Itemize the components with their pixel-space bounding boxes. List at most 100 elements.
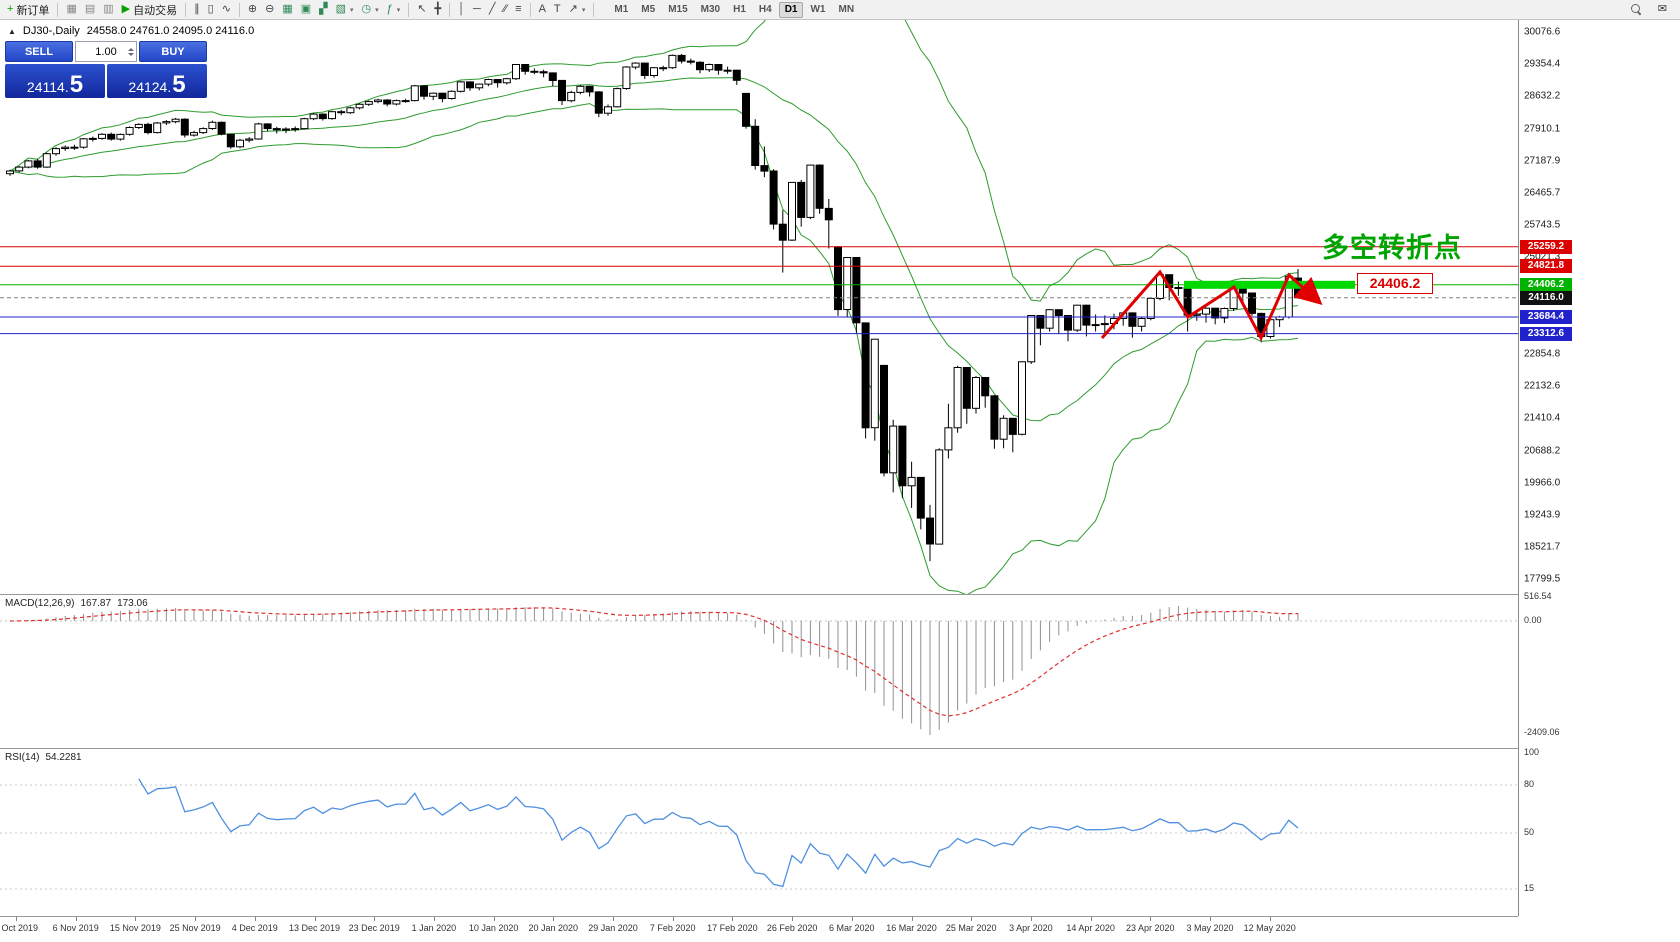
market-watch-icon: ▦: [66, 3, 77, 15]
new-chart-button[interactable]: ▧ ▾: [332, 1, 358, 19]
time-axis-label: 16 Mar 2020: [886, 923, 937, 933]
indicators-icon: ƒ: [386, 3, 393, 15]
collapse-one-click-icon[interactable]: ▲: [8, 26, 16, 36]
price-axis-label: 27910.1: [1524, 123, 1561, 135]
indicators-button[interactable]: ƒ ▾: [383, 1, 405, 19]
text-button[interactable]: A: [535, 1, 550, 19]
equidistant-channel-button[interactable]: ∕∕: [499, 1, 511, 19]
price-level-badge: 24116.0: [1520, 290, 1572, 305]
price-axis-label: 19243.9: [1524, 509, 1561, 521]
cursor-button[interactable]: ↖: [413, 1, 430, 19]
horizontal-line-icon: ─: [473, 3, 481, 15]
arrows-button[interactable]: ↗ ▾: [565, 1, 590, 19]
search-button[interactable]: [1627, 1, 1646, 19]
time-axis-tick: [195, 917, 197, 921]
volume-spinner-arrows[interactable]: [128, 45, 134, 59]
zoom-out-button[interactable]: ⊖: [261, 1, 278, 19]
timeframe-m15-button[interactable]: M15: [668, 4, 688, 15]
time-axis-label: 7 Feb 2020: [649, 923, 696, 933]
timeframe-h1-button[interactable]: H1: [733, 4, 746, 15]
rsi-axis-label: 15: [1524, 883, 1535, 893]
search-icon: [1630, 4, 1642, 15]
timeframe-mn-button[interactable]: MN: [838, 4, 855, 15]
buy-button[interactable]: BUY: [139, 41, 207, 62]
rsi-pane[interactable]: [0, 748, 1518, 916]
sell-button[interactable]: SELL: [5, 41, 73, 62]
timeframe-m1-button[interactable]: M1: [614, 4, 629, 15]
toolbar-right: ✉: [1627, 1, 1677, 19]
macd-pane[interactable]: [0, 594, 1518, 748]
price-axis-label: 25743.5: [1524, 219, 1561, 231]
terminal-button[interactable]: ▥: [99, 1, 117, 19]
main-chart-pane[interactable]: [0, 20, 1518, 594]
time-axis-tick: [433, 917, 435, 921]
bar-chart-button[interactable]: ∥: [190, 1, 204, 19]
macd-main-value: 167.87: [80, 598, 112, 609]
vertical-line-button[interactable]: │: [454, 1, 469, 19]
tile-windows-icon: ▦: [282, 3, 293, 15]
equidistant-channel-icon: ∕∕: [503, 3, 508, 15]
time-axis[interactable]: 8 Oct 2019 6 Nov 2019 15 Nov 2019 25 Nov 20…: [0, 916, 1518, 942]
data-window-button[interactable]: ▤: [81, 1, 99, 19]
time-axis-label: 15 Nov 2019: [109, 923, 161, 933]
price-axis-label: 27187.9: [1524, 155, 1561, 167]
time-axis-tick: [16, 917, 17, 921]
rsi-axis-label: 50: [1524, 827, 1535, 837]
macd-name: MACD(12,26,9): [5, 598, 75, 609]
arrows-dropdown-icon: ▾: [581, 6, 586, 14]
time-axis-label: 13 Dec 2019: [288, 923, 341, 933]
time-axis-tick: [493, 917, 495, 921]
timeframe-bar: M1 M5 M15 M30 H1 H4 D1 W1 MN: [608, 1, 860, 18]
macd-axis-label: 0.00: [1524, 615, 1542, 625]
zoom-out-icon: ⊖: [265, 3, 275, 15]
time-axis-tick: [613, 917, 614, 921]
crosshair-icon: ╋: [434, 3, 442, 15]
arrange-windows-button[interactable]: ▞: [315, 1, 331, 19]
fibonacci-button[interactable]: ≡: [511, 1, 525, 19]
macd-signal-value: 173.06: [117, 598, 148, 609]
cascade-windows-button[interactable]: ▣: [297, 1, 315, 19]
candlestick-chart-icon: ▯: [207, 3, 214, 15]
toolbar-separator: [593, 2, 595, 17]
rsi-axis-label: 100: [1524, 747, 1540, 757]
line-chart-button[interactable]: ∿: [218, 1, 235, 19]
time-axis-tick: [732, 917, 734, 921]
periods-dropdown-icon: ▾: [375, 6, 379, 14]
text-label-button[interactable]: T: [550, 1, 565, 19]
time-axis-tick: [851, 917, 853, 921]
timeframe-m30-button[interactable]: M30: [700, 4, 721, 15]
time-axis-tick: [374, 917, 376, 921]
cascade-windows-icon: ▣: [300, 3, 312, 15]
buy-price[interactable]: 24124. 5: [107, 64, 207, 98]
time-axis-tick: [254, 917, 256, 921]
volume-stepper[interactable]: 1.00: [75, 41, 137, 62]
bull-bear-turning-point-annotation: 多空转折点: [1322, 233, 1462, 263]
zoom-in-button[interactable]: ⊕: [244, 1, 261, 19]
crosshair-button[interactable]: ╋: [431, 1, 446, 19]
timeframe-m5-button[interactable]: M5: [641, 4, 656, 15]
timeframe-h4-button[interactable]: H4: [758, 4, 772, 15]
zoom-in-icon: ⊕: [247, 3, 258, 15]
price-axis[interactable]: 30076.6 29354.4 28632.2 27910.1 27187.9 26465…: [1518, 20, 1680, 916]
one-click-trading-panel: SELL 1.00 BUY 24114. 5 24124. 5: [5, 41, 207, 98]
price-level-badge: 25259.2: [1520, 239, 1572, 254]
price-axis-label: 29354.4: [1524, 58, 1561, 70]
chart-title: ▲ DJ30-,Daily 24558.0 24761.0 24095.0 24…: [8, 25, 254, 37]
horizontal-line-button[interactable]: ─: [469, 1, 485, 19]
candlestick-chart-button[interactable]: ▯: [204, 1, 218, 19]
macd-axis-label: -2409.06: [1524, 727, 1560, 737]
buy-price-main: 24124.: [128, 79, 172, 95]
price-level-badge: 24406.2: [1520, 277, 1572, 292]
auto-trading-button[interactable]: ▶ 自动交易: [118, 1, 181, 19]
new-order-button[interactable]: + 新订单: [3, 1, 53, 19]
tile-windows-button[interactable]: ▦: [278, 1, 296, 19]
timeframe-w1-button[interactable]: W1: [810, 4, 826, 15]
toolbar-separator: [408, 2, 410, 17]
support-chat-button[interactable]: ✉: [1654, 1, 1671, 19]
timeframe-d1-button[interactable]: D1: [778, 1, 804, 18]
trendline-button[interactable]: ╱: [485, 1, 500, 19]
periods-button[interactable]: ◷ ▾: [358, 1, 383, 19]
market-watch-button[interactable]: ▦: [62, 1, 80, 19]
sell-price[interactable]: 24114. 5: [5, 64, 105, 98]
auto-trading-icon: ▶: [121, 3, 131, 15]
